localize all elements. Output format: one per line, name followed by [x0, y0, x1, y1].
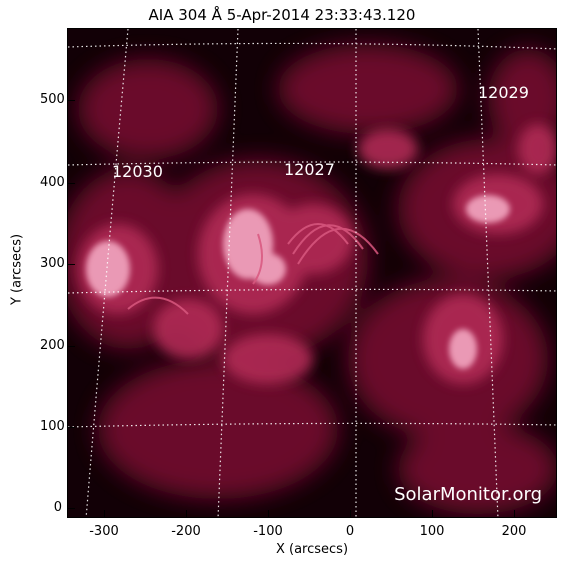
- x-tick-label: 100: [419, 524, 445, 539]
- watermark: SolarMonitor.org: [394, 484, 542, 505]
- y-tick-mark: [67, 183, 75, 184]
- image-title: AIA 304 Å 5-Apr-2014 23:33:43.120: [148, 6, 416, 24]
- aia-304-image: [68, 29, 556, 517]
- y-tick-label: 400: [40, 175, 65, 190]
- x-tick-label: -100: [253, 524, 283, 539]
- y-tick-mark: [67, 264, 75, 265]
- y-tick-label: 500: [40, 92, 65, 107]
- active-region-label: 12029: [478, 83, 529, 102]
- active-region-label: 12030: [112, 162, 163, 181]
- x-tick-mark: [104, 510, 105, 518]
- x-axis-label: X (arcsecs): [275, 542, 349, 557]
- active-region-label: 12027: [284, 160, 335, 179]
- y-tick-mark: [67, 100, 75, 101]
- y-tick-label: 200: [40, 338, 65, 353]
- y-tick-mark: [67, 427, 75, 428]
- y-tick-label: 100: [40, 419, 65, 434]
- y-tick-mark: [67, 346, 75, 347]
- y-axis-label: Y (arcsecs): [9, 233, 25, 306]
- x-tick-label: -200: [171, 524, 201, 539]
- x-tick-mark: [514, 510, 515, 518]
- x-tick-mark: [350, 510, 351, 518]
- x-tick-mark: [268, 510, 269, 518]
- x-tick-label: -300: [89, 524, 119, 539]
- y-tick-label: 0: [53, 500, 62, 515]
- x-tick-label: 200: [501, 524, 527, 539]
- x-tick-mark: [186, 510, 187, 518]
- x-tick-label: 0: [345, 524, 355, 539]
- y-tick-mark: [67, 508, 75, 509]
- solar-image: 12030 12027 12029 SolarMonitor.org: [67, 28, 557, 518]
- y-tick-label: 300: [40, 256, 65, 271]
- x-tick-mark: [432, 510, 433, 518]
